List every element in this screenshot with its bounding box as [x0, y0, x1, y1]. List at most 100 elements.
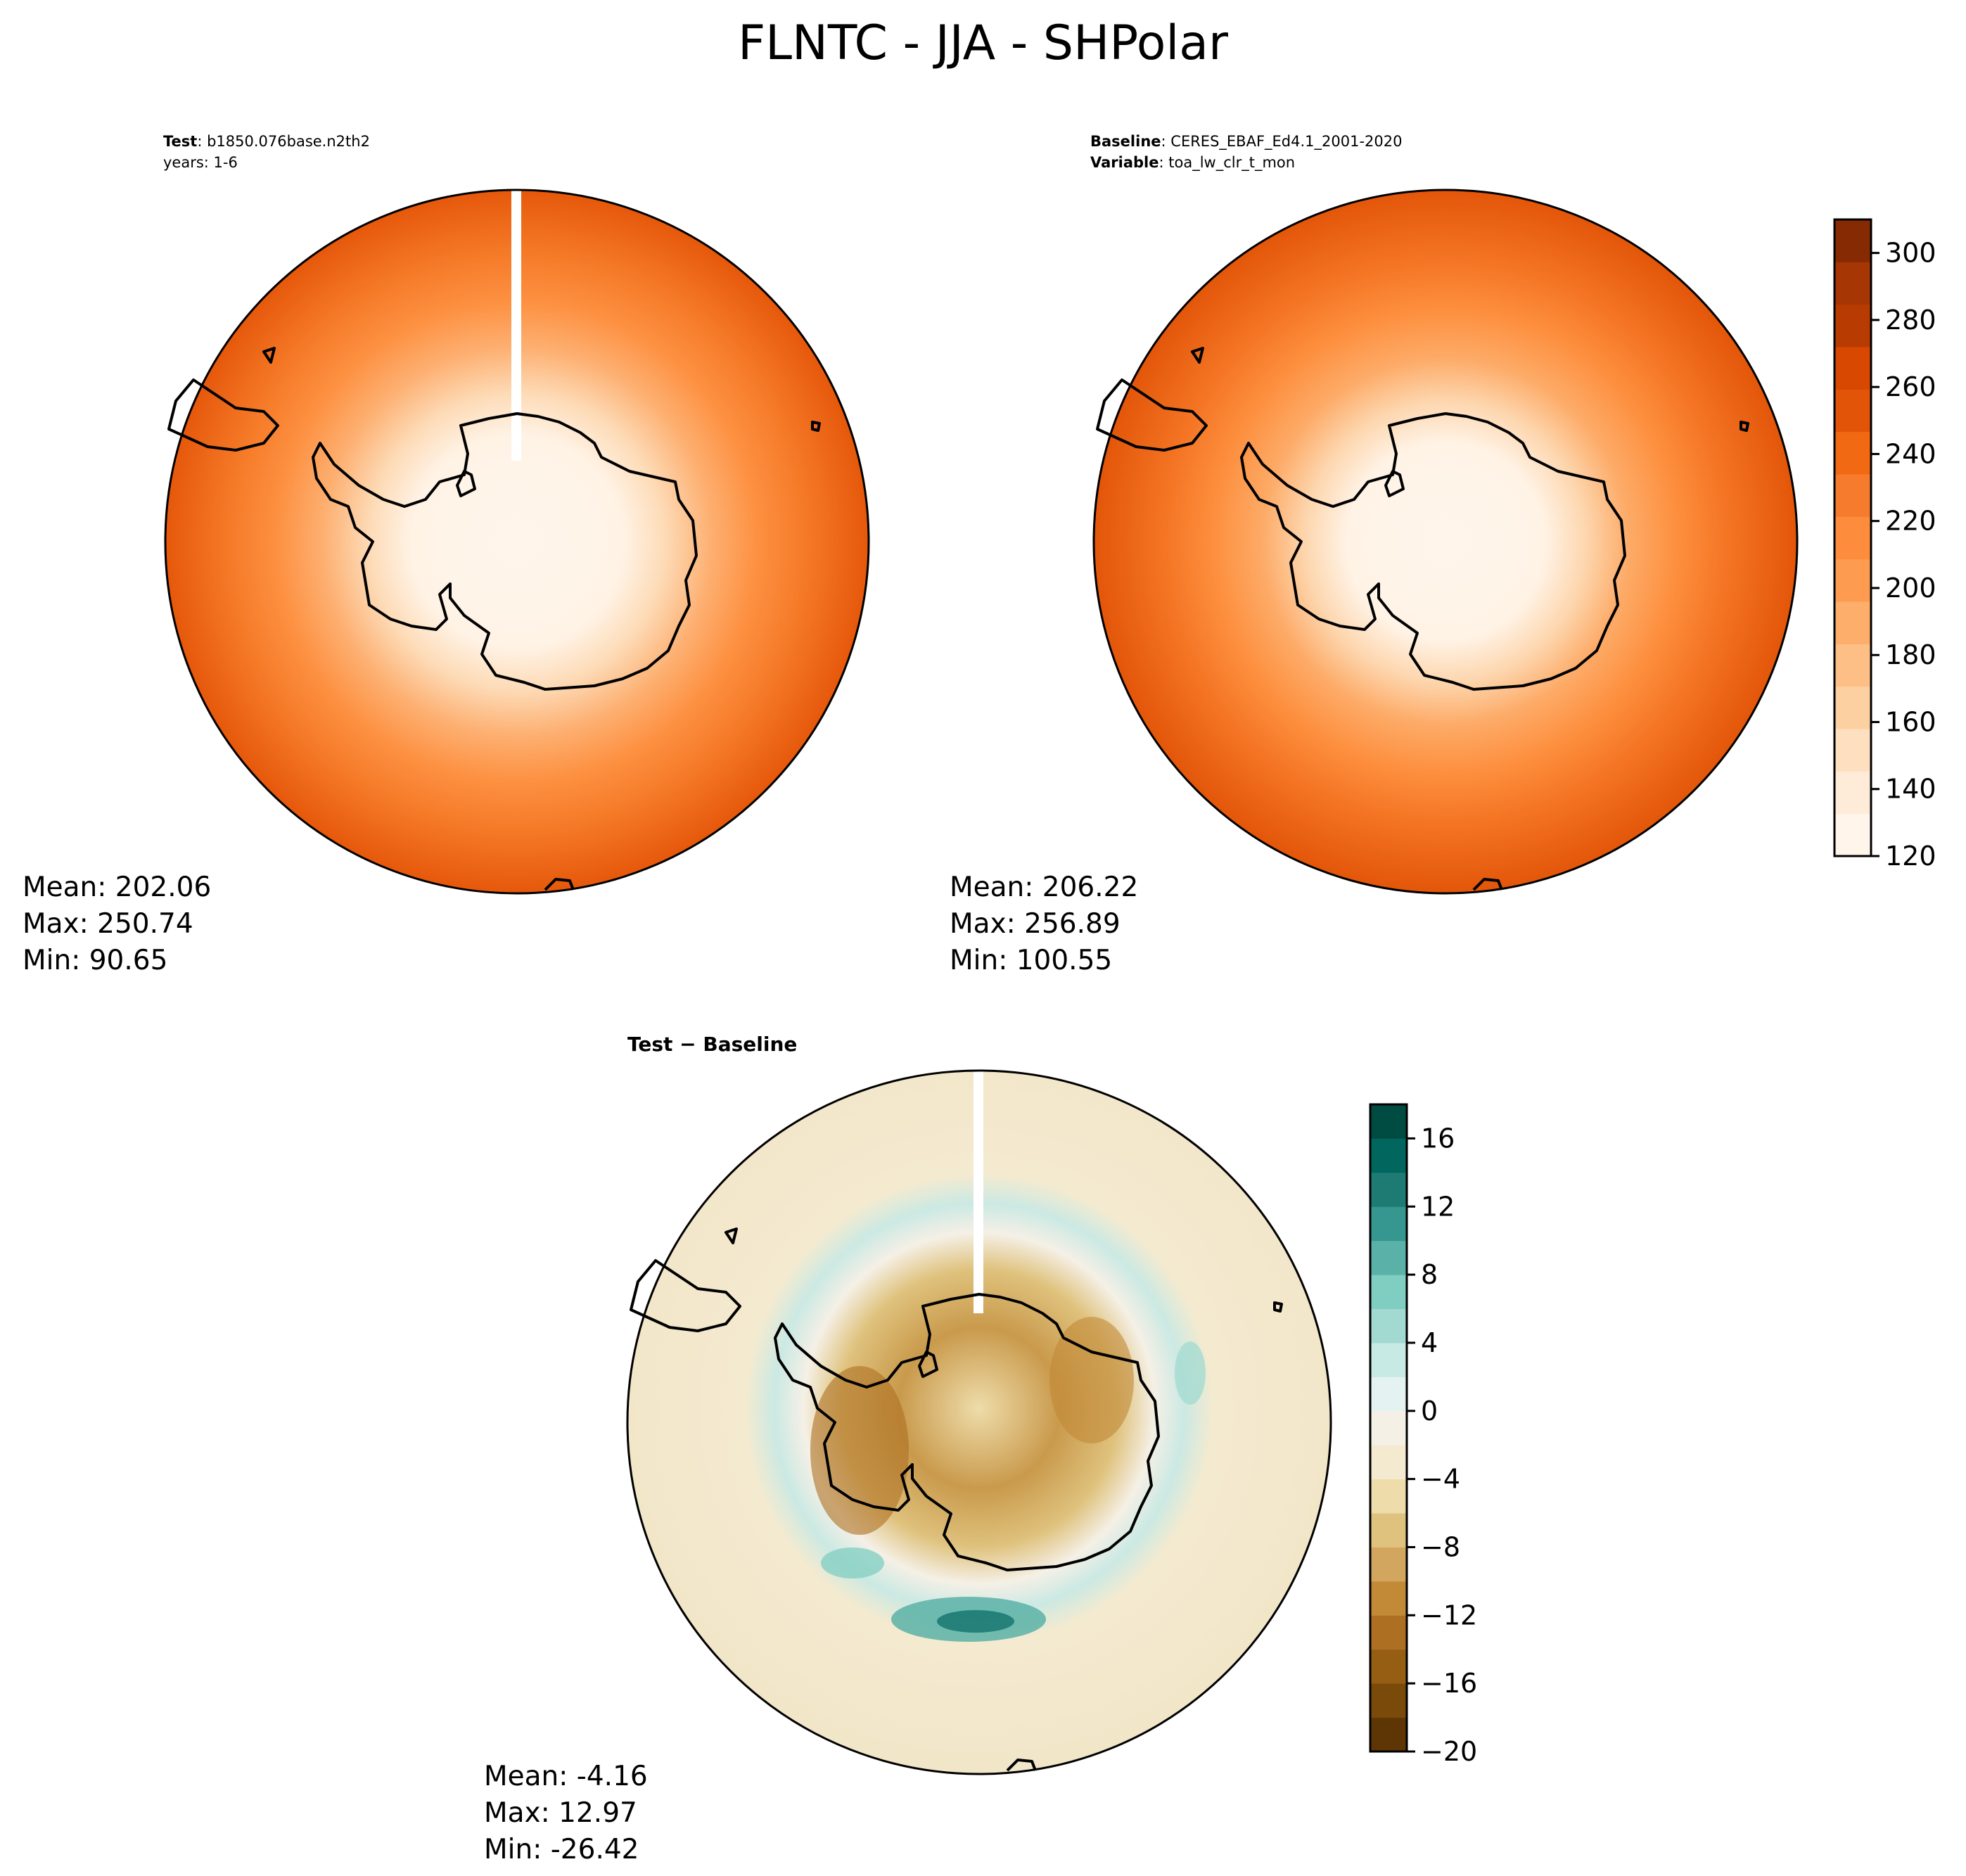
colorbar-frame — [1369, 1103, 1408, 1753]
test-label-key: Test — [163, 133, 198, 150]
diff-positive-anomaly-core — [937, 1610, 1014, 1633]
colorbar-frame — [1833, 218, 1872, 857]
test-map-field — [165, 190, 869, 893]
colorbar-segment — [1834, 304, 1871, 347]
colorbar-segment — [1370, 1479, 1407, 1514]
australia-coastline — [544, 878, 575, 891]
colorbar-segment — [1370, 1683, 1407, 1718]
baseline-max: Max: 256.89 — [950, 908, 1121, 940]
baseline-min: Min: 100.55 — [950, 945, 1113, 976]
diff-stats: Mean: -4.16 Max: 12.97 Min: -26.42 — [484, 1759, 648, 1868]
australia-coastline — [1006, 1759, 1037, 1772]
colorbar-segment — [1834, 262, 1871, 305]
baseline-mean: Mean: 206.22 — [950, 872, 1139, 903]
diff-positive-anomaly-west — [821, 1548, 884, 1578]
oranges-colorbar-tick-label: 220 — [1885, 506, 1936, 537]
colorbar-segment — [1834, 347, 1871, 390]
baseline-map-boundary — [1092, 189, 1799, 895]
south-america-coastline — [1096, 378, 1208, 452]
baseline-map — [1092, 189, 1799, 895]
colorbar-segment — [1370, 1615, 1407, 1650]
test-mean: Mean: 202.06 — [23, 872, 212, 903]
islands-coastline — [1191, 347, 1749, 432]
oranges-colorbar-tick-label: 260 — [1885, 371, 1936, 402]
test-data-gap — [511, 190, 521, 461]
diff-data-gap — [974, 1071, 983, 1313]
south-america-coastline — [167, 378, 279, 452]
antarctica-coastline — [774, 1293, 1160, 1571]
oranges-colorbar-tick-label: 280 — [1885, 305, 1936, 336]
brbg-colorbar: −20 −16 −12 −8 −4 0 4 8 12 16 — [1369, 1103, 1477, 1767]
colorbar-segment — [1834, 813, 1871, 857]
oranges-colorbar-tick-label: 200 — [1885, 573, 1936, 604]
diff-map-boundary — [626, 1069, 1332, 1775]
test-map-boundary — [164, 189, 870, 895]
colorbar-segment — [1834, 389, 1871, 433]
colorbar-segment — [1370, 1308, 1407, 1344]
brbg-colorbar-tick-label: −4 — [1421, 1464, 1460, 1495]
colorbar-segment — [1370, 1410, 1407, 1446]
brbg-colorbar-tick-label: −8 — [1421, 1531, 1460, 1562]
baseline-panel-label: Baseline: CERES_EBAF_Ed4.1_2001-2020 Var… — [1090, 133, 1403, 171]
diff-max: Max: 12.97 — [484, 1797, 637, 1829]
oranges-colorbar-tick-label: 300 — [1885, 238, 1936, 269]
island-coastline — [456, 470, 476, 497]
baseline-label-key: Baseline — [1090, 133, 1161, 150]
colorbar-segment — [1370, 1240, 1407, 1275]
test-min: Min: 90.65 — [23, 945, 168, 976]
baseline-coastlines — [1096, 347, 1749, 891]
colorbar-segment — [1834, 474, 1871, 517]
baseline-label-value: CERES_EBAF_Ed4.1_2001-2020 — [1170, 133, 1403, 150]
colorbar-segment — [1834, 729, 1871, 772]
test-coastlines — [167, 347, 821, 891]
colorbar-segment — [1370, 1275, 1407, 1310]
oranges-colorbar-tick-label: 120 — [1885, 841, 1936, 872]
brbg-colorbar-tick-label: 12 — [1421, 1191, 1455, 1222]
colorbar-segment — [1834, 431, 1871, 475]
baseline-stats: Mean: 206.22 Max: 256.89 Min: 100.55 — [950, 869, 1138, 979]
colorbar-segment — [1370, 1649, 1407, 1684]
brbg-colorbar-tick-label: 4 — [1421, 1327, 1438, 1358]
colorbar-segment — [1834, 771, 1871, 815]
diff-map-field — [627, 1071, 1331, 1774]
diff-map — [626, 1069, 1332, 1775]
island-coastline — [918, 1351, 938, 1378]
test-panel-label: Test: b1850.076base.n2th2 years: 1-6 — [163, 131, 370, 173]
oranges-colorbar-tick-label: 160 — [1885, 706, 1936, 737]
colorbar-segment — [1370, 1172, 1407, 1207]
variable-label-key: Variable — [1090, 154, 1159, 171]
colorbar-segment — [1370, 1513, 1407, 1548]
colorbar-segment — [1834, 601, 1871, 644]
diff-coastlines — [630, 1227, 1283, 1772]
diff-negative-anomaly — [810, 1366, 909, 1535]
colorbar-segment — [1370, 1581, 1407, 1616]
test-map — [164, 189, 870, 895]
colorbar-segment — [1834, 686, 1871, 729]
diff-mean: Mean: -4.16 — [484, 1761, 648, 1792]
antarctica-coastline — [1240, 412, 1626, 691]
island-coastline — [1384, 470, 1405, 497]
variable-label-value: toa_lw_clr_t_mon — [1168, 154, 1296, 171]
antarctica-coastline — [312, 412, 698, 691]
colorbar-segment — [1370, 1104, 1407, 1139]
colorbar-segment — [1370, 1377, 1407, 1412]
figure-title: FLNTC - JJA - SHPolar — [738, 15, 1228, 71]
diff-panel-title: Test − Baseline — [627, 1033, 798, 1056]
oranges-colorbar-tick-label: 240 — [1885, 438, 1936, 469]
oranges-colorbar: 120 140 160 180 200 220 240 260 280 300 — [1833, 218, 1936, 872]
brbg-colorbar-tick-label: 16 — [1421, 1123, 1455, 1154]
islands-coastline — [262, 347, 821, 432]
baseline-map-field — [1094, 190, 1797, 893]
colorbar-segment — [1370, 1138, 1407, 1173]
colorbar-segment — [1834, 516, 1871, 560]
colorbar-segment — [1370, 1342, 1407, 1377]
colorbar-segment — [1370, 1445, 1407, 1480]
south-america-coastline — [630, 1259, 741, 1332]
brbg-colorbar-tick-label: 0 — [1421, 1396, 1438, 1427]
brbg-colorbar-tick-label: 8 — [1421, 1259, 1438, 1290]
test-label-value: b1850.076base.n2th2 — [207, 133, 370, 150]
test-label-years: years: 1-6 — [163, 154, 238, 171]
islands-coastline — [725, 1227, 1283, 1313]
test-stats: Mean: 202.06 Max: 250.74 Min: 90.65 — [23, 869, 211, 979]
diff-min: Min: -26.42 — [484, 1834, 639, 1865]
